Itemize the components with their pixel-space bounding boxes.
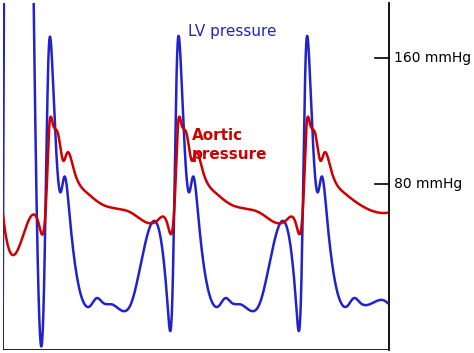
Text: Aortic
pressure: Aortic pressure — [191, 128, 267, 162]
Text: 160 mmHg: 160 mmHg — [394, 51, 472, 65]
Text: 80 mmHg: 80 mmHg — [394, 178, 463, 191]
Text: LV pressure: LV pressure — [188, 24, 276, 39]
